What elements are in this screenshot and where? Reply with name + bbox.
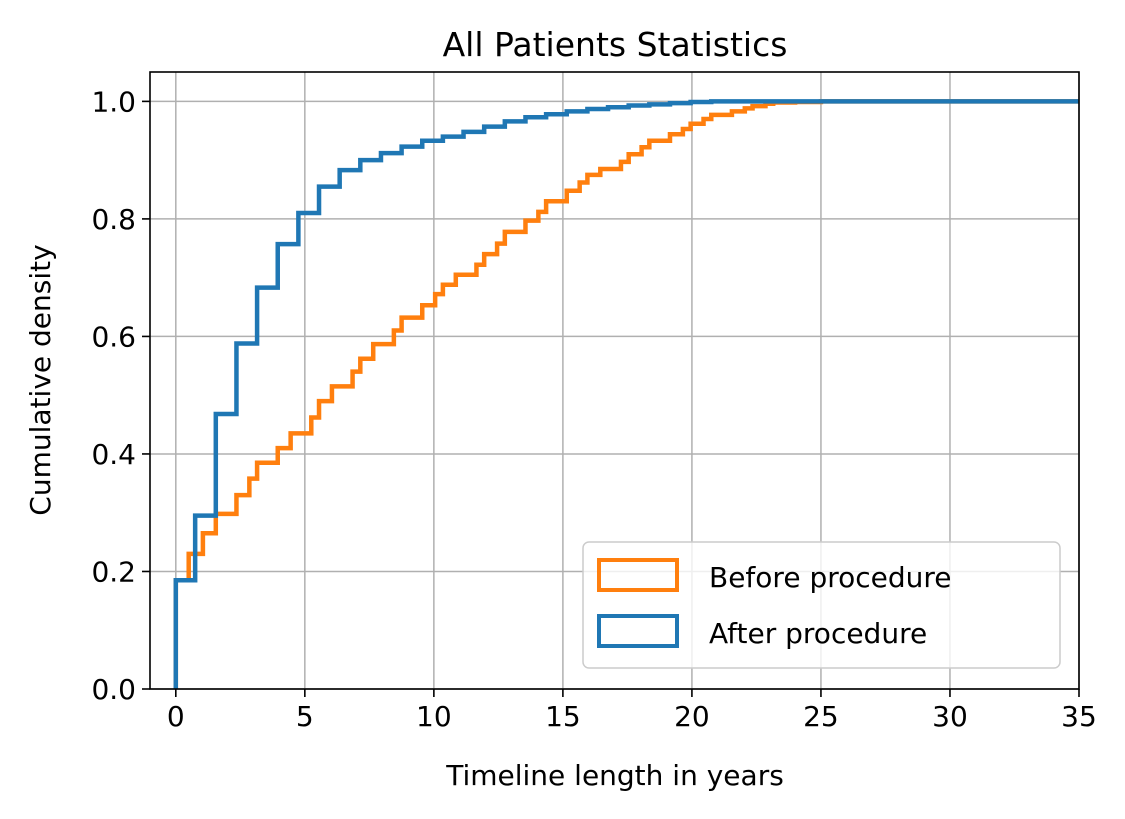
plot-frame (149, 71, 1080, 690)
x-tick-label: 30 (932, 700, 968, 733)
legend-label-after: After procedure (709, 617, 927, 650)
x-axis-label: Timeline length in years (445, 759, 784, 792)
y-tick-label: 0.2 (91, 555, 136, 588)
chart-title: All Patients Statistics (443, 25, 788, 64)
x-tick-label: 0 (167, 700, 185, 733)
y-tick-label: 0.0 (91, 673, 136, 706)
ticks: 0 5 10 15 20 25 30 35 0.0 0.2 0.4 0.6 0.8 1.0 (91, 85, 1096, 733)
legend-swatch-after (597, 614, 679, 648)
x-tick-label: 15 (545, 700, 581, 733)
series-before-procedure-line (173, 99, 1079, 689)
y-tick-label: 1.0 (91, 85, 136, 118)
x-tick-label: 10 (416, 700, 452, 733)
legend: Before procedure After procedure (582, 541, 1061, 669)
y-tick-label: 0.4 (91, 438, 136, 471)
legend-label-before: Before procedure (709, 561, 952, 594)
legend-swatch-before (597, 558, 679, 592)
series-layer (173, 99, 1079, 689)
x-tick-label: 35 (1061, 700, 1097, 733)
x-tick-label: 5 (296, 700, 314, 733)
x-tick-label: 25 (803, 700, 839, 733)
y-tick-label: 0.6 (91, 320, 136, 353)
legend-box (582, 541, 1061, 669)
y-axis-label: Cumulative density (24, 244, 57, 515)
x-tick-label: 20 (674, 700, 710, 733)
y-tick-label: 0.8 (91, 203, 136, 236)
series-after-procedure-line (173, 99, 1079, 689)
